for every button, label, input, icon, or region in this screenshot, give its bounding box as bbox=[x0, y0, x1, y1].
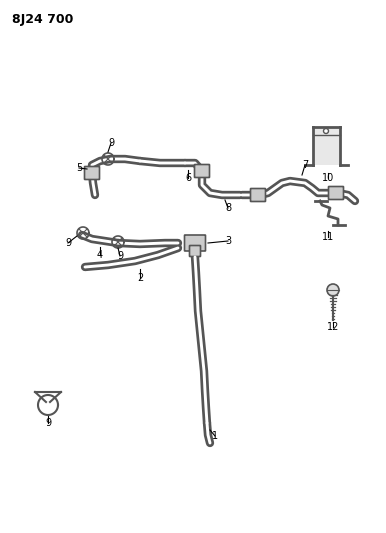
Text: 9: 9 bbox=[108, 138, 114, 148]
Text: 11: 11 bbox=[322, 232, 334, 242]
FancyBboxPatch shape bbox=[190, 246, 200, 256]
Text: 12: 12 bbox=[327, 322, 339, 332]
FancyBboxPatch shape bbox=[185, 235, 205, 251]
Text: 3: 3 bbox=[225, 236, 231, 246]
Text: 6: 6 bbox=[185, 173, 191, 183]
Circle shape bbox=[327, 284, 339, 296]
Text: 8J24 700: 8J24 700 bbox=[12, 13, 73, 26]
FancyBboxPatch shape bbox=[195, 165, 210, 177]
Text: 4: 4 bbox=[97, 250, 103, 260]
Text: 1: 1 bbox=[212, 431, 218, 441]
FancyBboxPatch shape bbox=[85, 166, 100, 180]
Text: 8: 8 bbox=[225, 203, 231, 213]
FancyBboxPatch shape bbox=[328, 187, 344, 199]
FancyBboxPatch shape bbox=[251, 189, 266, 201]
Text: 10: 10 bbox=[322, 173, 334, 183]
Text: 9: 9 bbox=[117, 251, 123, 261]
Text: 9: 9 bbox=[45, 418, 51, 428]
Circle shape bbox=[323, 128, 328, 133]
Text: 7: 7 bbox=[302, 160, 308, 170]
Text: 9: 9 bbox=[65, 238, 71, 248]
Text: 2: 2 bbox=[137, 273, 143, 283]
Text: 5: 5 bbox=[76, 163, 82, 173]
Bar bbox=[313, 127, 340, 165]
